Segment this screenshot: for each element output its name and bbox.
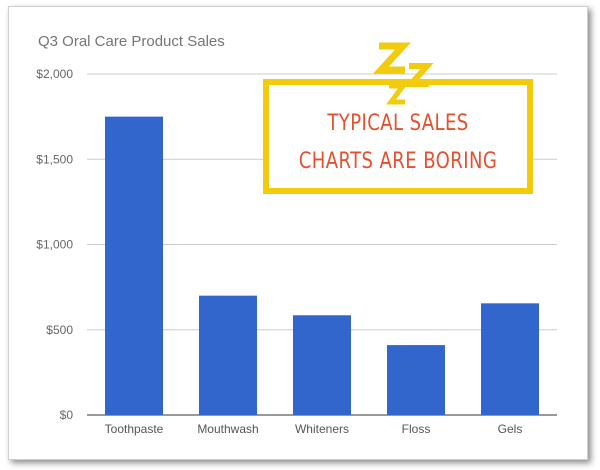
bar-whiteners: [293, 315, 351, 415]
bar-mouthwash: [199, 295, 257, 415]
x-tick-label: Mouthwash: [197, 422, 258, 436]
bar-floss: [387, 345, 445, 415]
y-tick-label: $0: [60, 408, 74, 422]
callout-line-2: CHARTS ARE BORING: [298, 149, 498, 174]
x-tick-label: Toothpaste: [105, 422, 164, 436]
sleeping-zzz-icon: [373, 42, 434, 105]
bar-chart: $0 $500 $1,000 $1,500 $2,000 Toothpaste Mouthw…: [36, 67, 557, 436]
chart-card: $0 $500 $1,000 $1,500 $2,000 Toothpaste Mouthw…: [8, 6, 588, 460]
callout-box: TYPICAL SALES CHARTS ARE BORING: [263, 79, 533, 194]
y-tick-label: $1,500: [36, 152, 73, 166]
chart-title: Q3 Oral Care Product Sales: [38, 33, 225, 50]
callout-line-1: TYPICAL SALES: [327, 111, 469, 136]
y-tick-label: $1,000: [36, 238, 73, 252]
x-tick-label: Whiteners: [295, 422, 349, 436]
bar-gels: [481, 303, 539, 415]
y-tick-label: $2,000: [36, 67, 73, 81]
x-tick-label: Floss: [402, 422, 431, 436]
y-tick-label: $500: [46, 323, 73, 337]
x-tick-label: Gels: [498, 422, 523, 436]
bar-toothpaste: [105, 116, 163, 415]
